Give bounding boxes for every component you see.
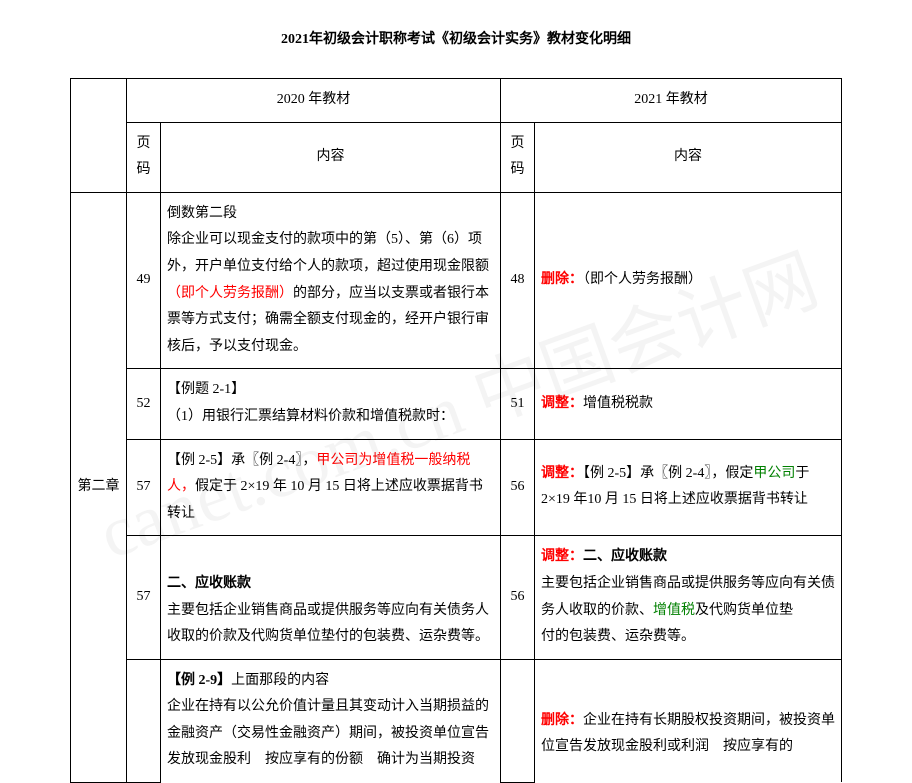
text-red: （即个人劳务报酬） xyxy=(167,286,293,301)
text: 及代购货单位垫 xyxy=(695,603,793,618)
text-red-bold: 调整： xyxy=(541,549,583,564)
text: 企业在持有长期股权投资期间，被投资单位宣告发放现金股利或利润 按应享有的 xyxy=(541,713,835,755)
text: 【例 2-5】承〖例 2-4〗，假定 xyxy=(583,466,753,481)
content-2021: 删除：（即个人劳务报酬） xyxy=(535,192,842,369)
text-bold: 二、应收账款 xyxy=(583,549,667,564)
chapter-cell: 第二章 xyxy=(71,192,127,782)
table-row: 【例 2-9】上面那段的内容 企业在持有以公允价值计量且其变动计入当期损益的金融… xyxy=(71,659,842,782)
page-2020: 52 xyxy=(127,369,161,439)
content-2020: 【例 2-5】承〖例 2-4〗，甲公司为增值税一般纳税人，假定于 2×19 年 … xyxy=(161,439,501,536)
table-row: 57 二、应收账款 主要包括企业销售商品或提供服务等应向有关债务人收取的价款及代… xyxy=(71,536,842,659)
page-2021: 48 xyxy=(501,192,535,369)
text: （即个人劳务报酬） xyxy=(583,272,702,287)
page-2021: 56 xyxy=(501,536,535,659)
header-page-2021: 页码 xyxy=(501,122,535,192)
changes-table: 2020 年教材 2021 年教材 页码 内容 页码 内容 第二章 49 倒数第… xyxy=(70,78,842,783)
content-2021: 删除：企业在持有长期股权投资期间，被投资单位宣告发放现金股利或利润 按应享有的 xyxy=(535,659,842,782)
header-2020: 2020 年教材 xyxy=(127,79,501,123)
header-content-2021: 内容 xyxy=(535,122,842,192)
header-content-2020: 内容 xyxy=(161,122,501,192)
table-container: 2020 年教材 2021 年教材 页码 内容 页码 内容 第二章 49 倒数第… xyxy=(0,78,912,783)
text-red-bold: 调整： xyxy=(541,466,583,481)
text: 【例 2-5】承〖例 2-4〗， xyxy=(167,453,316,468)
page-2021 xyxy=(501,659,535,782)
text: 上面那段的内容 xyxy=(231,673,329,688)
header-row-year: 2020 年教材 2021 年教材 xyxy=(71,79,842,123)
text: 企业在持有以公允价值计量且其变动计入当期损益的金融资产（交易性金融资产）期间，被… xyxy=(167,699,489,767)
page-2020 xyxy=(127,659,161,782)
text-green: 增值税 xyxy=(653,603,695,618)
page-2020: 49 xyxy=(127,192,161,369)
header-row-cols: 页码 内容 页码 内容 xyxy=(71,122,842,192)
content-2020: 【例 2-9】上面那段的内容 企业在持有以公允价值计量且其变动计入当期损益的金融… xyxy=(161,659,501,782)
table-row: 57 【例 2-5】承〖例 2-4〗，甲公司为增值税一般纳税人，假定于 2×19… xyxy=(71,439,842,536)
text-red-bold: 删除： xyxy=(541,272,583,287)
text-bold: 【例 2-9】 xyxy=(167,673,231,688)
content-2021: 调整：【例 2-5】承〖例 2-4〗，假定甲公司于 2×19 年10 月 15 … xyxy=(535,439,842,536)
content-2021: 调整：二、应收账款 主要包括企业销售商品或提供服务等应向有关债务人收取的价款、增… xyxy=(535,536,842,659)
page-2021: 56 xyxy=(501,439,535,536)
page-title: 2021年初级会计职称考试《初级会计实务》教材变化明细 xyxy=(0,0,912,78)
text: 假定于 2×19 年 10 月 15 日将上述应收票据背书转让 xyxy=(167,479,483,521)
text: 除企业可以现金支付的款项中的第（5）、第（6）项外，开户单位支付给个人的款项，超… xyxy=(167,232,489,274)
header-2021: 2021 年教材 xyxy=(501,79,842,123)
text: 增值税税款 xyxy=(583,396,653,411)
header-page-2020: 页码 xyxy=(127,122,161,192)
text: 付的包装费、运杂费等。 xyxy=(541,629,695,644)
table-row: 52 【例题 2-1】 （1）用银行汇票结算材料价款和增值税款时： 51 调整：… xyxy=(71,369,842,439)
content-2020: 倒数第二段 除企业可以现金支付的款项中的第（5）、第（6）项外，开户单位支付给个… xyxy=(161,192,501,369)
text-green: 甲公司 xyxy=(753,466,795,481)
text: 主要包括企业销售商品或提供服务等应向有关债务人收取的价款及代购货单位垫付的包装费… xyxy=(167,603,489,645)
content-2020: 二、应收账款 主要包括企业销售商品或提供服务等应向有关债务人收取的价款及代购货单… xyxy=(161,536,501,659)
table-row: 第二章 49 倒数第二段 除企业可以现金支付的款项中的第（5）、第（6）项外，开… xyxy=(71,192,842,369)
text: 倒数第二段 xyxy=(167,206,237,221)
page-2020: 57 xyxy=(127,536,161,659)
text: （1）用银行汇票结算材料价款和增值税款时： xyxy=(167,409,454,424)
content-2021: 调整：增值税税款 xyxy=(535,369,842,439)
page-2021: 51 xyxy=(501,369,535,439)
text-bold: 二、应收账款 xyxy=(167,576,251,591)
page-2020: 57 xyxy=(127,439,161,536)
text: 【例题 2-1】 xyxy=(167,382,245,397)
text-red-bold: 删除： xyxy=(541,713,583,728)
text-red-bold: 调整： xyxy=(541,396,583,411)
content-2020: 【例题 2-1】 （1）用银行汇票结算材料价款和增值税款时： xyxy=(161,369,501,439)
